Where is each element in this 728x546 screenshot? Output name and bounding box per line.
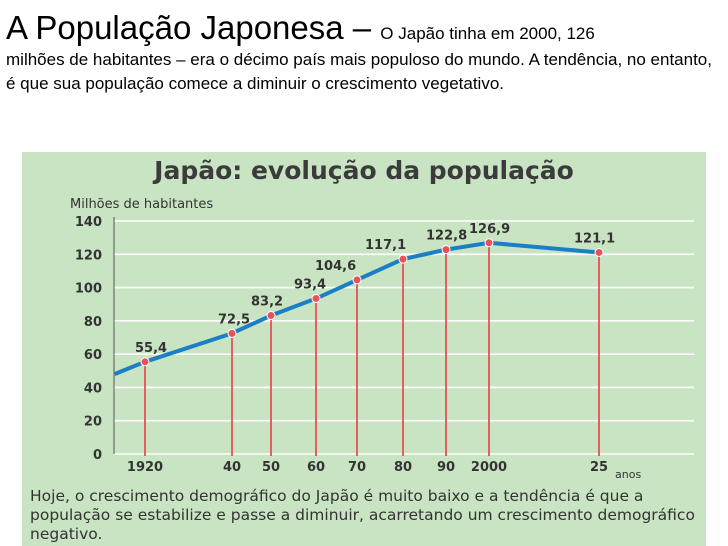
data-point — [311, 294, 321, 304]
data-point — [484, 238, 494, 248]
data-label: 122,8 — [426, 229, 467, 244]
data-label: 117,1 — [365, 238, 406, 253]
x-tick-label: 1920 — [127, 460, 163, 475]
data-point — [140, 357, 150, 367]
intro-lead: O Japão tinha em 2000, 126 — [380, 24, 595, 43]
intro-body: milhões de habitantes – era o décimo paí… — [6, 50, 712, 93]
x-tick-label: 40 — [223, 460, 241, 475]
x-tick-label: 50 — [262, 460, 280, 475]
x-axis-title: anos — [615, 468, 641, 481]
data-label: 126,9 — [469, 222, 510, 237]
data-label: 72,5 — [218, 312, 250, 327]
y-tick-label: 80 — [84, 315, 102, 330]
data-label: 55,4 — [135, 341, 167, 356]
population-chart: Milhões de habitantes 0 20 40 60 80 100 120 140 5… — [70, 197, 694, 481]
chart-title: Japão: evolução da população — [154, 156, 574, 185]
intro-text: A População Japonesa – O Japão tinha em … — [6, 8, 722, 96]
y-axis-title: Milhões de habitantes — [70, 197, 213, 212]
page-title: A População Japonesa – — [6, 9, 381, 46]
y-tick-label: 60 — [84, 348, 102, 363]
data-point — [227, 328, 237, 338]
population-line — [113, 240, 600, 376]
data-label: 104,6 — [315, 259, 356, 274]
data-label: 121,1 — [574, 231, 615, 246]
data-point — [594, 247, 604, 257]
y-tick-label: 140 — [75, 215, 102, 230]
data-point — [352, 275, 362, 285]
chart-caption: Hoje, o crescimento demográfico do Japão… — [30, 487, 695, 543]
chart-panel: Japão: evolução da população Milhões de … — [22, 152, 706, 546]
x-tick-label: 60 — [307, 460, 325, 475]
y-tick-label: 20 — [84, 415, 102, 430]
data-label: 83,2 — [251, 295, 283, 310]
x-tick-label: 80 — [394, 460, 412, 475]
x-tick-label: 25 — [590, 460, 608, 475]
y-tick-label: 100 — [75, 282, 102, 297]
data-point — [266, 311, 276, 321]
x-tick-label: 2000 — [471, 460, 507, 475]
y-tick-label: 40 — [84, 381, 102, 396]
x-tick-label: 70 — [348, 460, 366, 475]
data-point — [398, 254, 408, 264]
x-tick-label: 90 — [437, 460, 455, 475]
data-point — [441, 245, 451, 255]
data-label: 93,4 — [294, 278, 326, 293]
y-tick-label: 0 — [93, 448, 102, 463]
y-tick-label: 120 — [75, 248, 102, 263]
